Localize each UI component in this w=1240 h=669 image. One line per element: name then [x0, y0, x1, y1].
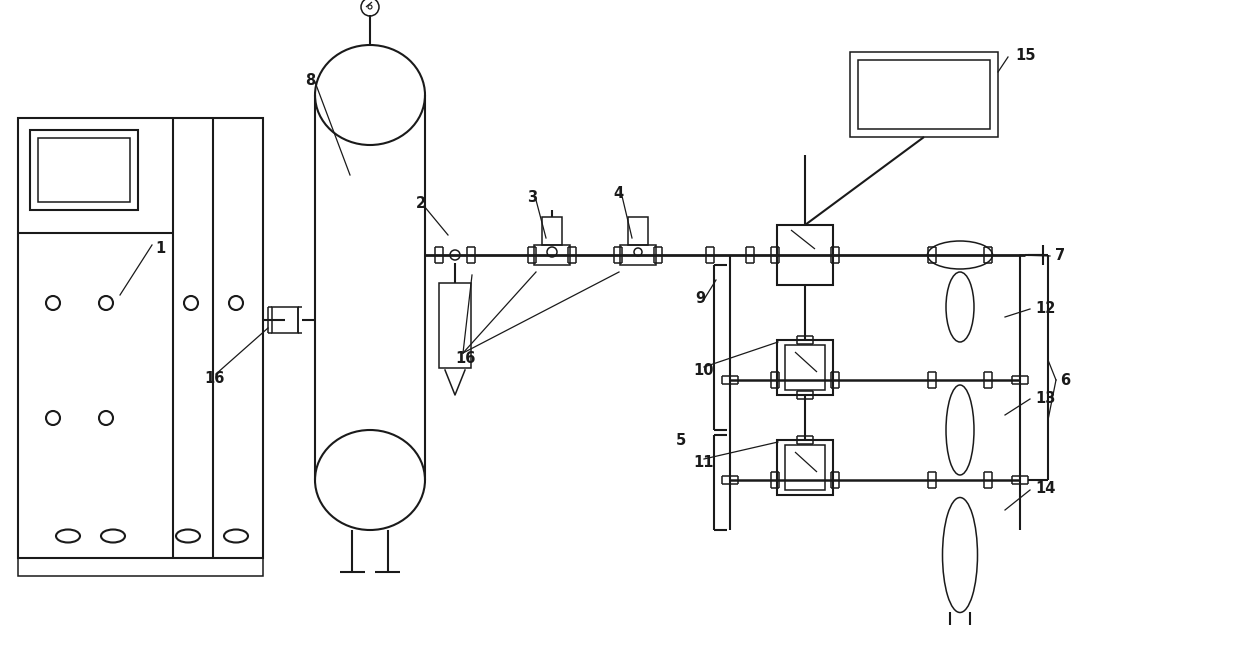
Text: 3: 3	[527, 189, 537, 205]
Bar	[785, 445, 825, 490]
Text: 11: 11	[693, 454, 713, 470]
Text: 14: 14	[1035, 480, 1055, 496]
Bar	[19, 118, 263, 558]
Bar	[620, 245, 656, 265]
Text: 10: 10	[693, 363, 713, 377]
Text: 4: 4	[613, 185, 624, 201]
Bar	[777, 440, 833, 495]
Bar	[19, 558, 263, 576]
Text: 13: 13	[1035, 391, 1055, 405]
Bar	[858, 60, 990, 129]
Text: 6: 6	[1060, 373, 1070, 387]
Text: 16: 16	[205, 371, 224, 385]
Bar	[30, 130, 138, 210]
Bar	[272, 307, 298, 333]
Bar	[627, 217, 649, 245]
Text: 8: 8	[305, 72, 315, 88]
Text: 15: 15	[1016, 47, 1035, 62]
Bar	[777, 340, 833, 395]
Text: 2: 2	[415, 195, 427, 211]
Bar	[534, 245, 570, 265]
Bar	[38, 138, 130, 202]
Bar	[849, 52, 998, 137]
Text: 16: 16	[455, 351, 475, 365]
Text: 5: 5	[676, 432, 686, 448]
Text: 9: 9	[694, 290, 706, 306]
Bar	[785, 345, 825, 390]
Text: 7: 7	[1055, 248, 1065, 262]
Bar	[777, 225, 833, 285]
Bar	[542, 217, 562, 245]
Text: 12: 12	[1035, 300, 1055, 316]
Bar	[439, 283, 471, 368]
Text: 1: 1	[155, 240, 165, 256]
